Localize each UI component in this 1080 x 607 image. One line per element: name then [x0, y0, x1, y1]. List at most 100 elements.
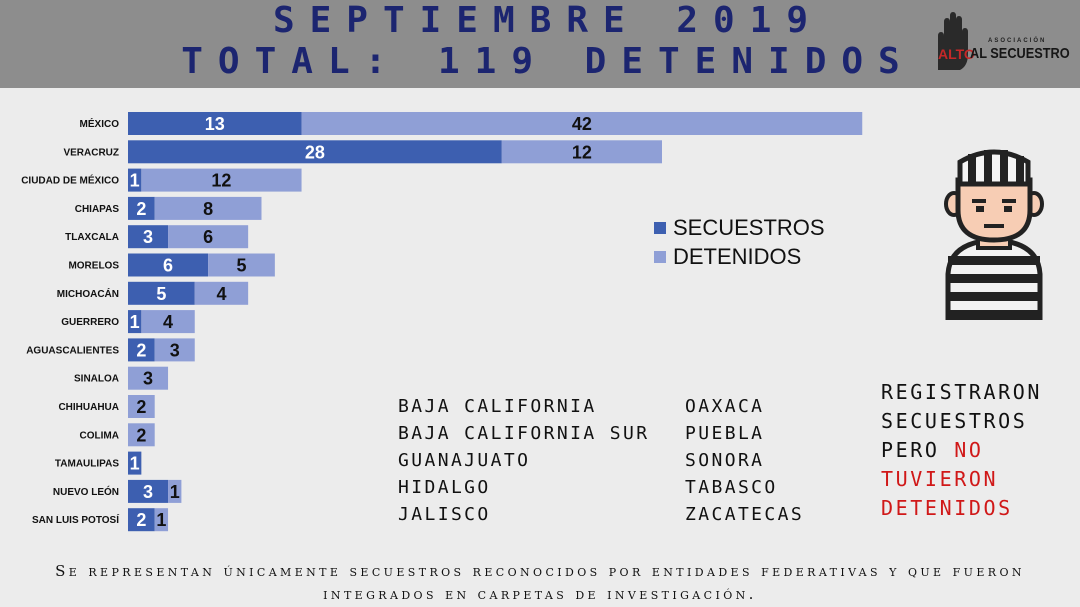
logo-small-text: ASOCIACIÓN [988, 38, 1047, 44]
bar-detenidos [501, 140, 662, 164]
logo-name-text: AL SECUESTRO [970, 45, 1070, 62]
state-item: JALISCO [398, 504, 491, 525]
title-line-2: TOTAL: 119 DETENIDOS [181, 41, 915, 82]
category-label: CIUDAD DE MÉXICO [21, 174, 119, 187]
bar-secuestros [128, 508, 155, 532]
category-label: MÉXICO [80, 117, 120, 130]
bar-detenidos [154, 508, 169, 532]
bar-secuestros [128, 281, 195, 305]
category-label: CHIHUAHUA [58, 402, 119, 413]
bar-detenidos [128, 395, 155, 418]
value-label-secuestros: 2 [136, 340, 146, 360]
value-label-detenidos: 2 [136, 425, 146, 445]
state-item: TABASCO [685, 477, 778, 498]
footer-note: Se representan únicamente secuestros rec… [14, 560, 1066, 606]
bar-detenidos [128, 423, 155, 447]
states-column-2: OAXACA PUEBLA SONORA TABASCO ZACATECAS [685, 393, 804, 528]
raised-hand-logo-icon [938, 12, 968, 70]
value-label-secuestros: 5 [156, 284, 166, 304]
bar-secuestros [128, 310, 142, 334]
bar-secuestros [128, 225, 169, 249]
value-label-detenidos: 8 [203, 199, 213, 219]
bar-detenidos [154, 338, 195, 362]
value-label-secuestros: 28 [305, 142, 325, 162]
value-label-detenidos: 2 [136, 397, 146, 417]
bar-secuestros [128, 112, 302, 135]
state-item: HIDALGO [398, 477, 491, 498]
value-label-secuestros: 1 [130, 171, 140, 191]
value-label-detenidos: 12 [572, 142, 592, 162]
value-label-detenidos: 4 [216, 284, 226, 304]
legend-item-secuestros: SECUESTROS [654, 213, 825, 242]
bar-secuestros [128, 253, 209, 277]
category-label: NUEVO LEÓN [53, 485, 119, 498]
note-line-3-text: PERO [881, 438, 955, 462]
bar-secuestros [128, 338, 155, 362]
header-banner: SEPTIEMBRE 2019 TOTAL: 119 DETENIDOS ASO… [0, 0, 1080, 88]
legend-swatch-secuestros [654, 221, 666, 234]
category-label: TLAXCALA [65, 232, 119, 243]
category-label: TAMAULIPAS [55, 459, 119, 470]
value-label-detenidos: 4 [163, 312, 173, 332]
note-line-2: SECUESTROS [881, 409, 1028, 433]
state-item: PUEBLA [685, 423, 765, 444]
prisoner-icon [944, 149, 1044, 320]
value-label-detenidos: 6 [203, 227, 213, 247]
state-item: SONORA [685, 450, 765, 471]
note-line-4: TUVIERON [881, 467, 999, 491]
category-label: MORELOS [68, 261, 119, 272]
category-label: CHIAPAS [75, 204, 120, 215]
state-item: BAJA CALIFORNIA [398, 396, 597, 417]
value-label-detenidos: 42 [572, 114, 592, 134]
footer-line-1: Se representan únicamente secuestros rec… [55, 562, 1025, 580]
bar-secuestros [128, 168, 142, 192]
bar-secuestros [128, 196, 155, 220]
bar-detenidos [168, 225, 249, 249]
value-label-secuestros: 13 [205, 114, 225, 134]
value-label-secuestros: 2 [136, 510, 146, 530]
value-label-detenidos: 12 [211, 171, 231, 191]
bar-detenidos [154, 196, 262, 220]
value-label-secuestros: 3 [143, 227, 153, 247]
legend-swatch-detenidos [654, 250, 666, 263]
note-line-3-red: NO [954, 438, 984, 462]
category-label: MICHOACÁN [57, 287, 119, 300]
note-line-3: PERO NO [881, 436, 1042, 465]
category-label: SINALOA [74, 374, 119, 385]
bar-secuestros [128, 140, 502, 164]
title-line-1: SEPTIEMBRE 2019 [272, 0, 824, 41]
bar-secuestros [128, 451, 142, 475]
state-item: ZACATECAS [685, 504, 805, 525]
category-label: AGUASCALIENTES [26, 345, 119, 356]
value-label-detenidos: 5 [236, 256, 246, 276]
value-label-detenidos: 3 [143, 369, 153, 389]
note-line-5: DETENIDOS [881, 496, 1013, 520]
bar-detenidos [194, 281, 249, 305]
legend-label-secuestros: SECUESTROS [673, 214, 825, 240]
value-label-detenidos: 1 [170, 482, 180, 502]
state-item: BAJA CALIFORNIA SUR [398, 423, 650, 444]
states-note: REGISTRARON SECUESTROS PERO NO TUVIERON … [881, 378, 1042, 523]
bar-detenidos [301, 112, 863, 135]
bar-detenidos [141, 168, 302, 192]
category-label: COLIMA [80, 430, 119, 441]
bar-detenidos [208, 253, 275, 277]
state-item: OAXACA [685, 396, 765, 417]
bar-detenidos [128, 366, 169, 390]
value-label-secuestros: 1 [130, 454, 140, 474]
bar-detenidos [141, 310, 195, 334]
category-label: SAN LUIS POTOSÍ [32, 513, 119, 526]
logo-alto-text: ALTO [938, 46, 975, 62]
bar-secuestros [128, 479, 169, 503]
value-label-secuestros: 2 [136, 199, 146, 219]
footer-line-2: integrados en carpetas de investigación. [323, 585, 757, 603]
category-label: GUERRERO [61, 317, 119, 328]
bar-detenidos [168, 479, 182, 503]
states-column-1: BAJA CALIFORNIA BAJA CALIFORNIA SUR GUAN… [398, 393, 650, 528]
value-label-secuestros: 6 [163, 256, 173, 276]
value-label-detenidos: 3 [170, 340, 180, 360]
note-line-1: REGISTRARON [881, 380, 1043, 404]
value-label-detenidos: 1 [156, 510, 166, 530]
legend-item-detenidos: DETENIDOS [654, 242, 825, 271]
